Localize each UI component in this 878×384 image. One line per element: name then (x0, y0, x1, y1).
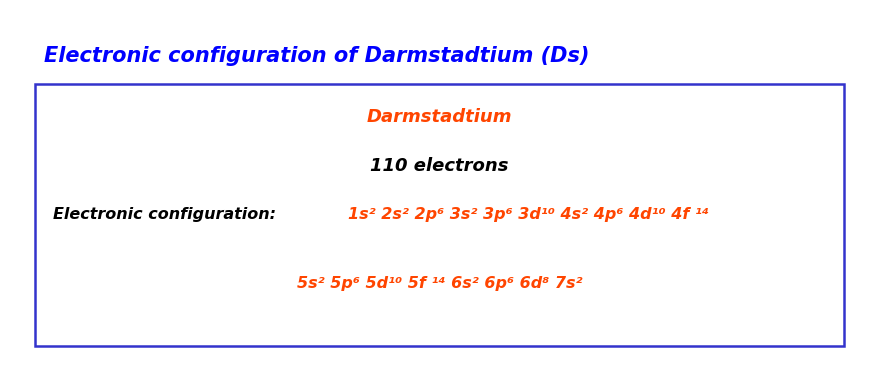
Text: 110 electrons: 110 electrons (370, 157, 508, 175)
Text: 5s² 5p⁶ 5d¹⁰ 5f ¹⁴ 6s² 6p⁶ 6d⁸ 7s²: 5s² 5p⁶ 5d¹⁰ 5f ¹⁴ 6s² 6p⁶ 6d⁸ 7s² (297, 276, 581, 291)
Text: Darmstadtium: Darmstadtium (366, 108, 512, 126)
Text: Electronic configuration of Darmstadtium (Ds): Electronic configuration of Darmstadtium… (44, 46, 588, 66)
Text: 1s² 2s² 2p⁶ 3s² 3p⁶ 3d¹⁰ 4s² 4p⁶ 4d¹⁰ 4f ¹⁴: 1s² 2s² 2p⁶ 3s² 3p⁶ 3d¹⁰ 4s² 4p⁶ 4d¹⁰ 4f… (348, 207, 708, 222)
Text: Electronic configuration:: Electronic configuration: (53, 207, 281, 222)
FancyBboxPatch shape (35, 84, 843, 346)
